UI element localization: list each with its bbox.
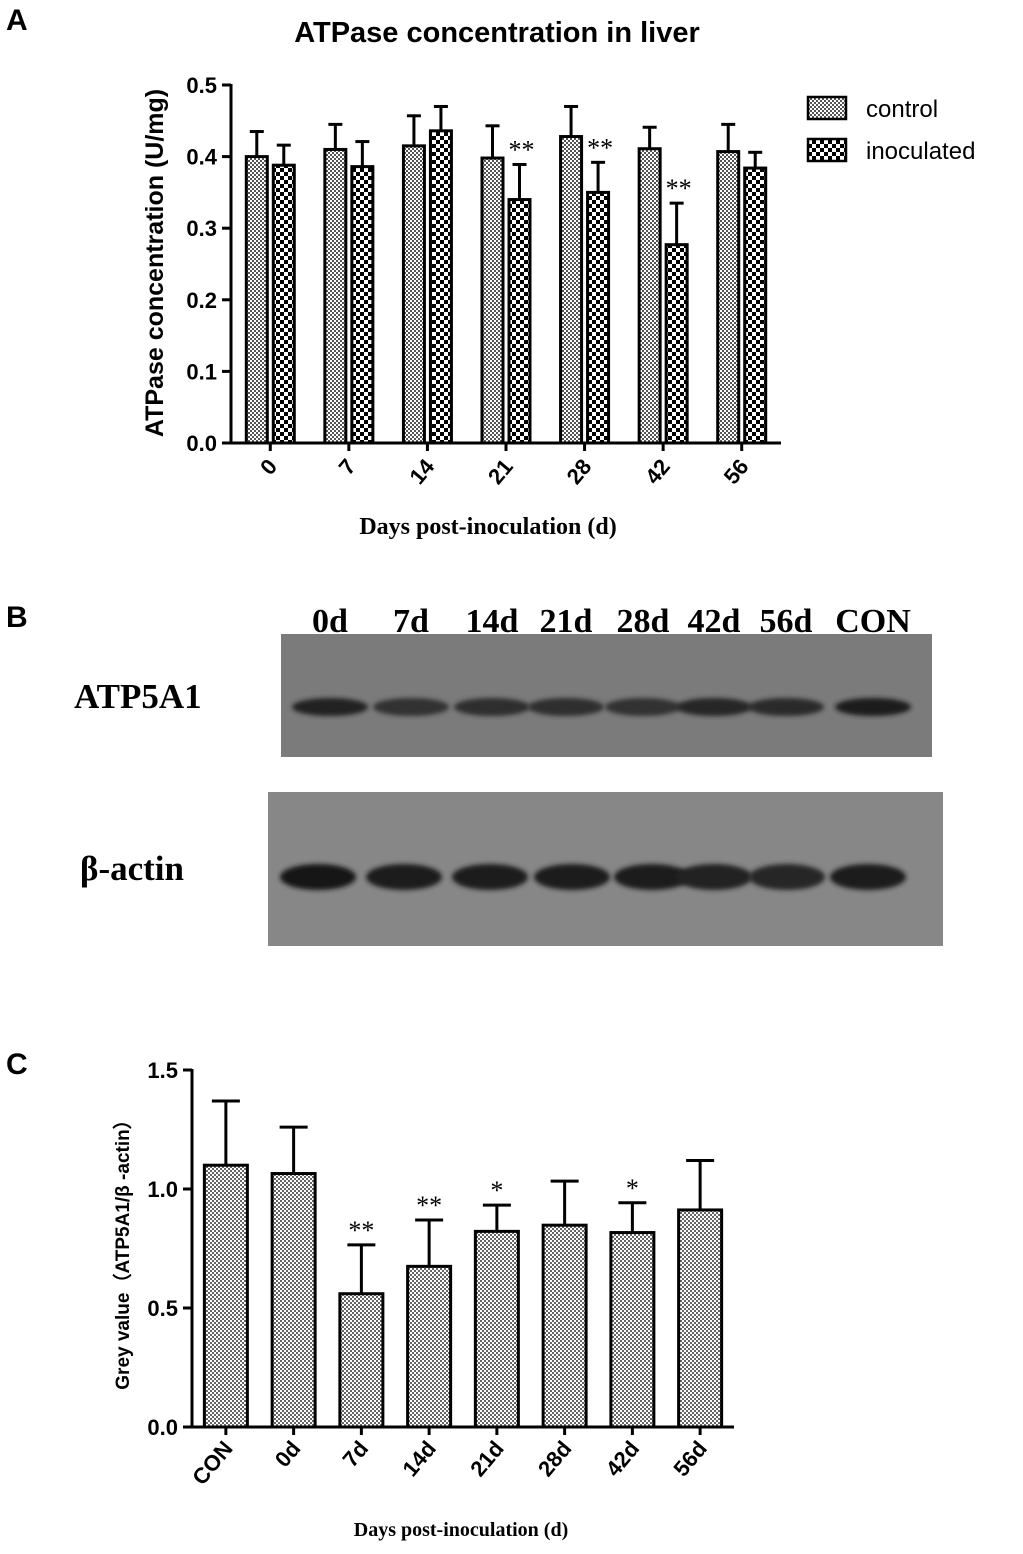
blot-lane-label: CON bbox=[835, 603, 911, 640]
chart-a-y-tick-label: 0.5 bbox=[186, 73, 217, 98]
chart-a-x-tick-label: 56 bbox=[719, 454, 754, 489]
panel-letter-b: B bbox=[6, 601, 28, 634]
chart-c-bar bbox=[338, 1292, 385, 1429]
chart-c-y-axis-label: Grey value（ATP5A1/β -actin） bbox=[111, 1110, 134, 1389]
panel-letter-a: A bbox=[6, 4, 28, 37]
chart-a-y-tick-label: 0.3 bbox=[186, 216, 217, 241]
blot-label-beta-actin: β-actin bbox=[80, 849, 184, 888]
chart-a-bar-inoculated bbox=[271, 163, 296, 445]
chart-c-significance-marker: * bbox=[490, 1176, 503, 1205]
chart-a-bar-inoculated bbox=[507, 198, 532, 445]
blot-band-atp5a1 bbox=[835, 698, 911, 716]
blot-band-beta-actin bbox=[830, 864, 906, 890]
chart-c-significance-marker: ** bbox=[416, 1191, 442, 1220]
blot-band-beta-actin bbox=[749, 864, 825, 890]
western-blot-panel: 0d 7d 14d 21d 28d 42d 56d CON ATP5A1 β-actin bbox=[74, 603, 943, 946]
chart-c-x-tick-label: 42d bbox=[601, 1436, 645, 1481]
blot-band-atp5a1 bbox=[605, 698, 681, 716]
blot-lane-label: 42d bbox=[688, 603, 741, 640]
chart-c-bar bbox=[473, 1229, 520, 1429]
chart-c-y-tick-label: 0.5 bbox=[147, 1296, 178, 1321]
chart-a-bar-inoculated bbox=[350, 165, 375, 445]
chart-a-y-tick-label: 0.2 bbox=[186, 288, 217, 313]
blot-lane-label: 21d bbox=[540, 603, 593, 640]
chart-a-bar-control bbox=[401, 144, 426, 445]
chart-c-x-tick-label: 7d bbox=[338, 1436, 374, 1472]
chart-c-x-tick-label: CON bbox=[187, 1436, 238, 1490]
chart-c-grey-value: Grey value（ATP5A1/β -actin） Days post-in… bbox=[111, 1058, 734, 1541]
chart-a-significance-marker: ** bbox=[666, 174, 692, 203]
chart-c-x-tick-label: 56d bbox=[668, 1436, 712, 1481]
blot-band-beta-actin bbox=[280, 864, 356, 890]
legend-swatch-control bbox=[806, 95, 848, 121]
chart-a-bar-inoculated bbox=[664, 243, 689, 445]
chart-a-bar-control bbox=[559, 135, 584, 445]
chart-c-bar bbox=[270, 1172, 317, 1429]
chart-a-bar-inoculated bbox=[743, 166, 768, 445]
chart-a-significance-marker: ** bbox=[509, 135, 535, 164]
blot-label-atp5a1: ATP5A1 bbox=[74, 677, 202, 716]
chart-a-bar-control bbox=[716, 150, 741, 445]
chart-a-bar-control bbox=[244, 155, 269, 445]
chart-a-title: ATPase concentration in liver bbox=[294, 17, 700, 49]
blot-band-beta-actin bbox=[452, 864, 528, 890]
blot-band-atp5a1 bbox=[748, 698, 824, 716]
blot-lane-label: 56d bbox=[760, 603, 813, 640]
blot-band-beta-actin bbox=[676, 864, 752, 890]
chart-a-y-tick-label: 0.4 bbox=[186, 145, 217, 170]
chart-c-x-tick-label: 0d bbox=[270, 1436, 306, 1472]
chart-c-bar bbox=[677, 1208, 724, 1429]
chart-a-x-tick-label: 42 bbox=[640, 454, 675, 489]
chart-c-y-tick-label: 1.5 bbox=[147, 1058, 178, 1083]
chart-c-x-tick-label: 21d bbox=[465, 1436, 509, 1481]
legend-label-control: control bbox=[866, 96, 938, 123]
chart-c-bar bbox=[202, 1163, 249, 1429]
blot-band-beta-actin bbox=[366, 864, 442, 890]
chart-c-significance-marker: * bbox=[626, 1174, 639, 1203]
chart-c-y-tick-label: 1.0 bbox=[147, 1177, 178, 1202]
chart-a-bar-control bbox=[637, 147, 662, 445]
chart-c-x-tick-label: 28d bbox=[533, 1436, 577, 1481]
chart-c-x-tick-label: 14d bbox=[397, 1436, 441, 1481]
chart-c-bar bbox=[541, 1223, 588, 1429]
blot-band-atp5a1 bbox=[454, 698, 530, 716]
chart-a-x-tick-label: 14 bbox=[404, 454, 439, 489]
chart-a-bar-control bbox=[323, 147, 348, 445]
chart-a-atpase: ATPase concentration in liver ATPase con… bbox=[141, 17, 975, 540]
panel-letter-c: C bbox=[6, 1048, 28, 1081]
chart-c-y-tick-label: 0.0 bbox=[147, 1415, 178, 1440]
chart-a-x-tick-label: 21 bbox=[483, 454, 518, 489]
chart-a-x-axis-label: Days post-inoculation (d) bbox=[359, 514, 616, 540]
chart-a-y-tick-label: 0.0 bbox=[186, 431, 217, 456]
chart-a-x-tick-label: 7 bbox=[334, 454, 361, 479]
blot-lane-label: 28d bbox=[617, 603, 670, 640]
chart-c-significance-marker: ** bbox=[348, 1216, 374, 1245]
blot-band-atp5a1 bbox=[528, 698, 604, 716]
chart-c-bar bbox=[406, 1264, 453, 1429]
chart-c-bar bbox=[609, 1231, 656, 1429]
chart-c-x-axis-label: Days post-inoculation (d) bbox=[354, 1519, 568, 1541]
blot-band-atp5a1 bbox=[373, 698, 449, 716]
blot-lane-label: 7d bbox=[393, 603, 429, 640]
blot-band-beta-actin bbox=[614, 864, 690, 890]
blot-lane-label: 0d bbox=[312, 603, 348, 640]
chart-a-bar-control bbox=[480, 156, 505, 445]
chart-a-bar-inoculated bbox=[586, 190, 611, 445]
blot-lane-label: 14d bbox=[466, 603, 519, 640]
blot-band-atp5a1 bbox=[676, 698, 752, 716]
legend-swatch-inoculated bbox=[806, 137, 848, 163]
chart-a-y-axis-label: ATPase concentration (U/mg) bbox=[141, 89, 169, 437]
chart-a-x-tick-label: 28 bbox=[562, 454, 597, 489]
blot-band-atp5a1 bbox=[292, 698, 368, 716]
chart-a-y-tick-label: 0.1 bbox=[186, 359, 217, 384]
chart-a-significance-marker: ** bbox=[587, 133, 613, 162]
chart-a-x-tick-label: 0 bbox=[255, 454, 282, 479]
chart-a-bar-inoculated bbox=[428, 129, 453, 445]
blot-band-beta-actin bbox=[534, 864, 610, 890]
legend-label-inoculated: inoculated bbox=[866, 138, 975, 165]
blot-membrane-atp5a1 bbox=[281, 634, 932, 757]
